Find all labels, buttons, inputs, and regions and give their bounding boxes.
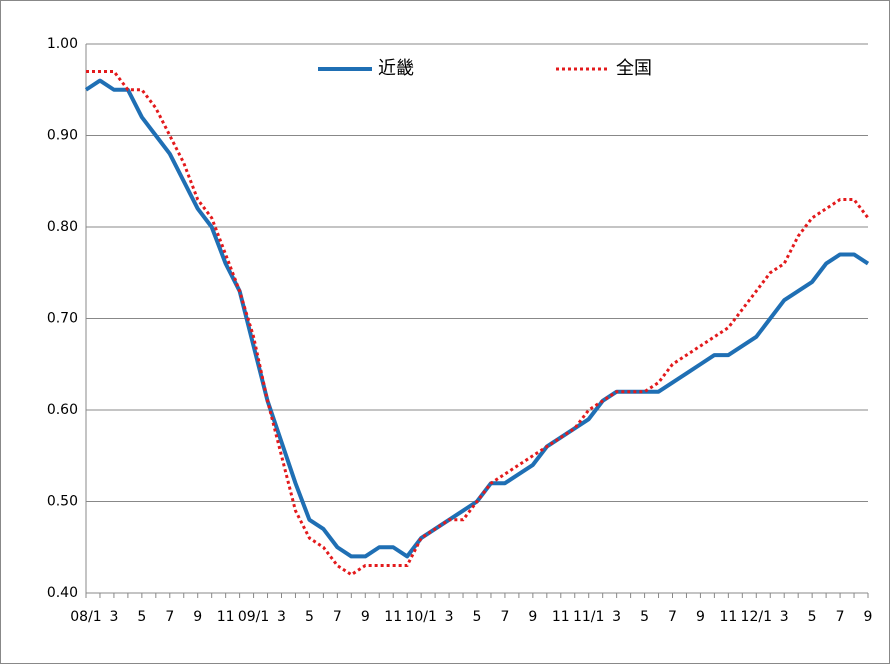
x-tick-label: 08/1 <box>70 609 101 625</box>
x-tick-label: 7 <box>333 609 342 625</box>
x-tick-label: 3 <box>612 609 621 625</box>
x-tick-label: 7 <box>500 609 509 625</box>
x-tick-label: 5 <box>305 609 314 625</box>
x-tick-label: 10/1 <box>405 609 436 625</box>
x-tick-label: 11 <box>552 609 570 625</box>
x-tick-label: 9 <box>528 609 537 625</box>
y-tick-label: 0.90 <box>47 128 78 144</box>
x-tick-label: 9 <box>864 609 873 625</box>
x-tick-label: 9 <box>193 609 202 625</box>
x-tick-label: 11 <box>719 609 737 625</box>
x-tick-label: 3 <box>445 609 454 625</box>
x-tick-label: 3 <box>277 609 286 625</box>
x-tick-label: 12/1 <box>741 609 772 625</box>
legend-label: 全国 <box>616 58 652 79</box>
x-tick-label: 9 <box>361 609 370 625</box>
x-tick-label: 9 <box>696 609 705 625</box>
y-tick-label: 0.40 <box>47 585 78 601</box>
x-tick-label: 11/1 <box>573 609 604 625</box>
x-tick-label: 3 <box>780 609 789 625</box>
x-tick-label: 09/1 <box>238 609 269 625</box>
x-tick-label: 7 <box>668 609 677 625</box>
x-tick-label: 5 <box>808 609 817 625</box>
legend-label: 近畿 <box>378 58 414 79</box>
x-tick-label: 7 <box>165 609 174 625</box>
x-tick-label: 11 <box>217 609 235 625</box>
x-tick-label: 5 <box>640 609 649 625</box>
y-tick-label: 1.00 <box>47 36 78 52</box>
x-tick-label: 3 <box>109 609 118 625</box>
x-tick-label: 5 <box>473 609 482 625</box>
y-tick-label: 0.70 <box>47 311 78 327</box>
x-tick-label: 11 <box>384 609 402 625</box>
x-tick-label: 7 <box>836 609 845 625</box>
x-tick-label: 5 <box>137 609 146 625</box>
y-tick-label: 0.50 <box>47 494 78 510</box>
y-tick-label: 0.60 <box>47 402 78 418</box>
series-line <box>86 69 870 577</box>
y-tick-label: 0.80 <box>47 219 78 235</box>
